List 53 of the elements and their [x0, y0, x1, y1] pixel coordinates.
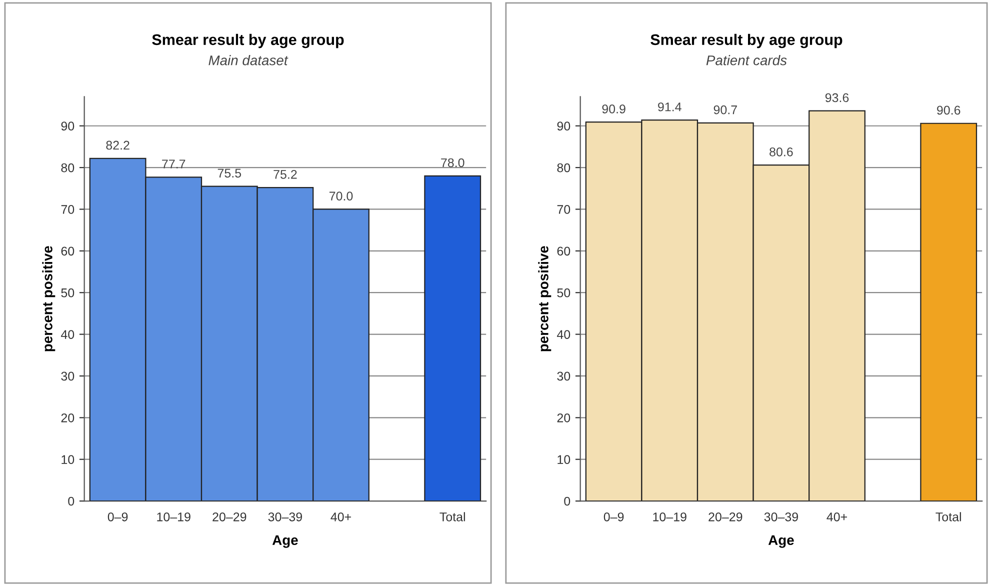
y-tick-label: 0	[564, 496, 570, 506]
chart-title: Smear result by age group	[650, 34, 842, 48]
y-tick-label: 90	[557, 122, 570, 131]
x-tick-label: Total	[936, 512, 961, 522]
y-tick-label: 40	[60, 330, 74, 339]
x-axis-title: Age	[272, 535, 298, 548]
y-tick-label: 70	[61, 205, 74, 214]
data-label: 75.2	[274, 170, 297, 179]
x-tick-label: 20–29	[708, 512, 742, 522]
bar	[424, 175, 482, 502]
y-tick-label: 50	[61, 288, 74, 298]
x-axis-title: Age	[768, 535, 794, 548]
chart-subtitle: Patient cards	[706, 55, 787, 66]
y-tick-label: 60	[61, 246, 74, 256]
y-tick-label: 10	[62, 455, 74, 464]
x-tick-label: 10–19	[653, 512, 686, 522]
y-tick-label: 80	[61, 163, 74, 172]
data-label: 78.0	[441, 158, 464, 168]
data-label: 82.2	[106, 140, 130, 150]
y-tick-label: 30	[61, 372, 74, 381]
y-tick-label: 0	[68, 496, 74, 506]
y-tick-label: 80	[557, 163, 570, 172]
y-tick-label: 90	[61, 122, 74, 131]
y-tick-label: 20	[557, 413, 570, 422]
y-tick-label: 20	[61, 413, 74, 422]
x-tick-label: Total	[440, 512, 465, 522]
data-label: 90.7	[714, 105, 737, 114]
y-tick-label: 30	[557, 372, 570, 381]
data-label: 91.4	[658, 102, 682, 112]
y-tick-label: 70	[557, 205, 570, 214]
data-label: 70.0	[329, 192, 353, 201]
x-tick-label: 30–39	[764, 512, 798, 522]
chart-subtitle: Main dataset	[208, 55, 288, 66]
chart-title: Smear result by age group	[152, 34, 344, 48]
data-label: 75.5	[218, 168, 242, 178]
x-tick-label: 40+	[330, 512, 351, 522]
x-tick-label: 30–39	[268, 512, 302, 522]
x-tick-label: 40+	[826, 512, 847, 522]
y-axis-title: percent positive	[538, 246, 552, 352]
y-tick-label: 60	[557, 246, 570, 256]
data-label: 90.9	[602, 104, 626, 114]
x-tick-label: 10–19	[157, 512, 190, 522]
x-tick-label: 0–9	[108, 512, 128, 522]
x-tick-label: 20–29	[212, 512, 246, 522]
data-label: 80.6	[770, 147, 793, 156]
data-label: 93.6	[825, 93, 849, 102]
y-tick-label: 50	[557, 288, 570, 298]
data-label: 77.7	[162, 160, 186, 168]
y-tick-label: 10	[558, 455, 570, 464]
x-tick-label: 0–9	[604, 512, 624, 522]
y-axis-title: percent positive	[42, 246, 56, 352]
y-tick-label: 40	[556, 330, 570, 339]
data-label: 90.6	[937, 106, 960, 115]
